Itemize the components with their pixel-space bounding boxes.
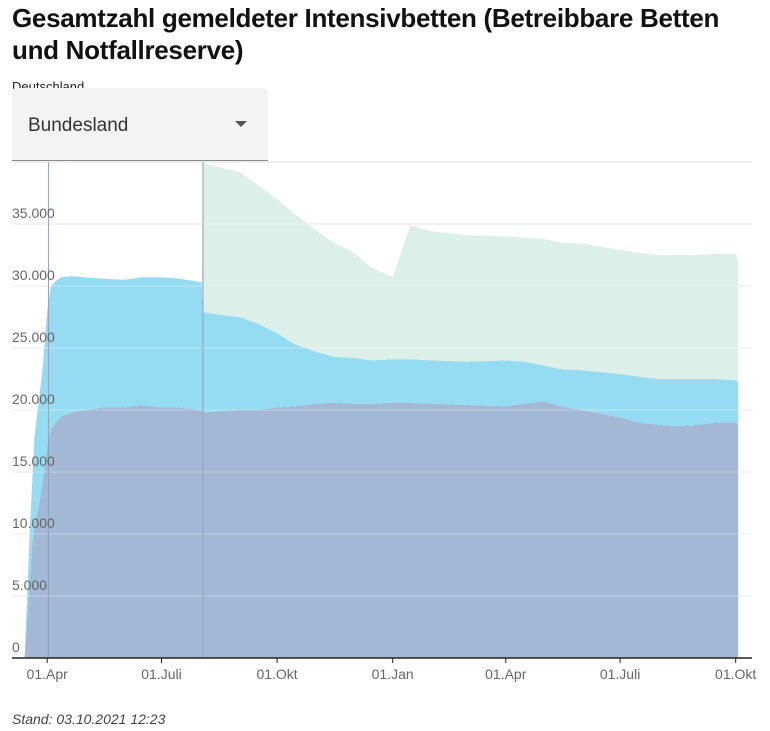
caret-down-icon	[235, 121, 247, 127]
bundesland-dropdown[interactable]: Bundesland	[12, 88, 268, 161]
x-tick-label-6: 01.Okt	[715, 666, 756, 682]
x-tick-label-5: 01.Juli	[600, 666, 640, 682]
y-tick-label-5: 25.000	[12, 329, 55, 345]
x-tick-label-3: 01.Jan	[372, 666, 414, 682]
y-tick-label-1: 5.000	[12, 577, 47, 593]
y-tick-label-2: 10.000	[12, 515, 55, 531]
y-tick-label-6: 30.000	[12, 267, 55, 283]
x-tick-label-4: 01.Apr	[485, 666, 527, 682]
x-tick-label-0: 01.Apr	[27, 666, 69, 682]
y-tick-label-3: 15.000	[12, 453, 55, 469]
chart-title: Gesamtzahl gemeldeter Intensivbetten (Be…	[12, 3, 720, 65]
x-tick-label-2: 01.Okt	[256, 666, 297, 682]
x-tick-label-1: 01.Juli	[141, 666, 181, 682]
y-tick-label-4: 20.000	[12, 391, 55, 407]
dropdown-label: Bundesland	[28, 115, 129, 136]
timestamp-footer: Stand: 03.10.2021 12:23	[12, 711, 166, 727]
y-tick-label-0: 0	[12, 639, 20, 655]
series-area-occupied	[24, 401, 739, 658]
y-tick-label-7: 35.000	[12, 205, 55, 221]
